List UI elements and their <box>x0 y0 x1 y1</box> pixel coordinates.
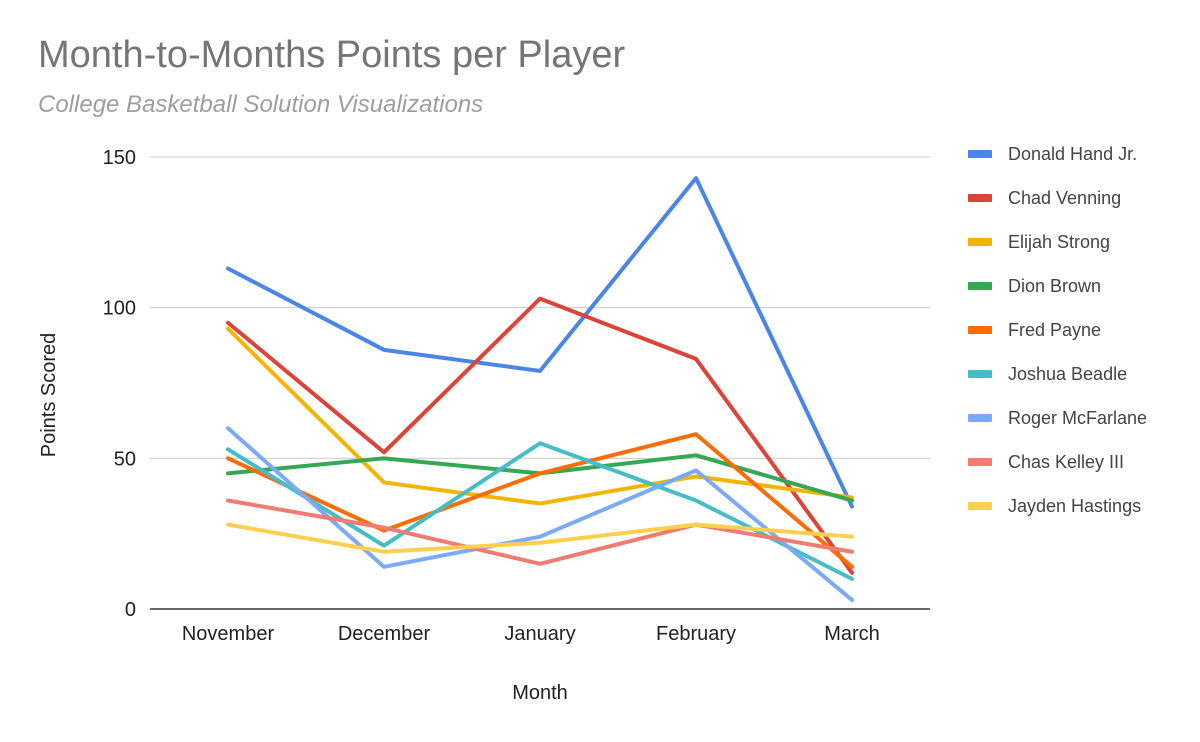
legend-item: Joshua Beadle <box>968 360 1127 388</box>
legend-item: Fred Payne <box>968 316 1101 344</box>
chart-title: Month-to-Months Points per Player <box>38 34 626 76</box>
legend-item: Jayden Hastings <box>968 492 1141 520</box>
legend-item: Roger McFarlane <box>968 404 1147 432</box>
series-line-jayden-hastings <box>226 522 854 554</box>
x-tick-label: November <box>182 623 275 645</box>
y-axis-title: Points Scored <box>38 333 60 458</box>
series-line-dion-brown <box>226 453 854 503</box>
legend-label: Chad Venning <box>1008 187 1122 208</box>
legend-swatch <box>968 414 992 422</box>
x-tick-label: February <box>656 623 736 645</box>
legend-label: Dion Brown <box>1008 275 1102 296</box>
legend-label: Jayden Hastings <box>1008 495 1142 516</box>
legend-label: Roger McFarlane <box>1008 407 1148 428</box>
y-tick-label: 0 <box>125 599 136 621</box>
series-line-elijah-strong <box>226 326 854 506</box>
legend-label: Elijah Strong <box>1008 231 1111 252</box>
series-line-joshua-beadle <box>226 441 854 581</box>
legend-swatch <box>968 502 992 510</box>
legend-swatch <box>968 194 992 202</box>
y-tick-label: 100 <box>103 298 136 320</box>
legend-label: Joshua Beadle <box>1008 363 1128 384</box>
legend-item: Chad Venning <box>968 184 1121 212</box>
x-axis-title: Month <box>512 682 568 704</box>
legend-swatch <box>968 326 992 334</box>
legend-item: Donald Hand Jr. <box>968 140 1137 168</box>
legend-swatch <box>968 150 992 158</box>
series-line-roger-mcfarlane <box>226 426 854 602</box>
x-tick-label: December <box>338 623 431 645</box>
x-tick-label: March <box>824 623 880 645</box>
chart-subtitle: College Basketball Solution Visualizatio… <box>38 91 484 118</box>
legend-item: Elijah Strong <box>968 228 1110 256</box>
x-tick-label: January <box>504 623 575 645</box>
legend-label: Fred Payne <box>1008 319 1102 340</box>
legend-label: Chas Kelley III <box>1008 451 1125 472</box>
legend-label: Donald Hand Jr. <box>1008 143 1138 164</box>
legend-item: Chas Kelley III <box>968 448 1124 476</box>
y-tick-label: 50 <box>114 448 136 470</box>
y-tick-label: 150 <box>103 147 136 169</box>
legend-item: Dion Brown <box>968 272 1101 300</box>
series-line-chas-kelley-iii <box>226 498 854 566</box>
series-line-chad-venning <box>226 296 854 575</box>
series-line-fred-payne <box>226 432 854 569</box>
series-line-donald-hand-jr <box>226 176 854 509</box>
legend-swatch <box>968 238 992 246</box>
legend-swatch <box>968 282 992 290</box>
legend-swatch <box>968 458 992 466</box>
legend-swatch <box>968 370 992 378</box>
